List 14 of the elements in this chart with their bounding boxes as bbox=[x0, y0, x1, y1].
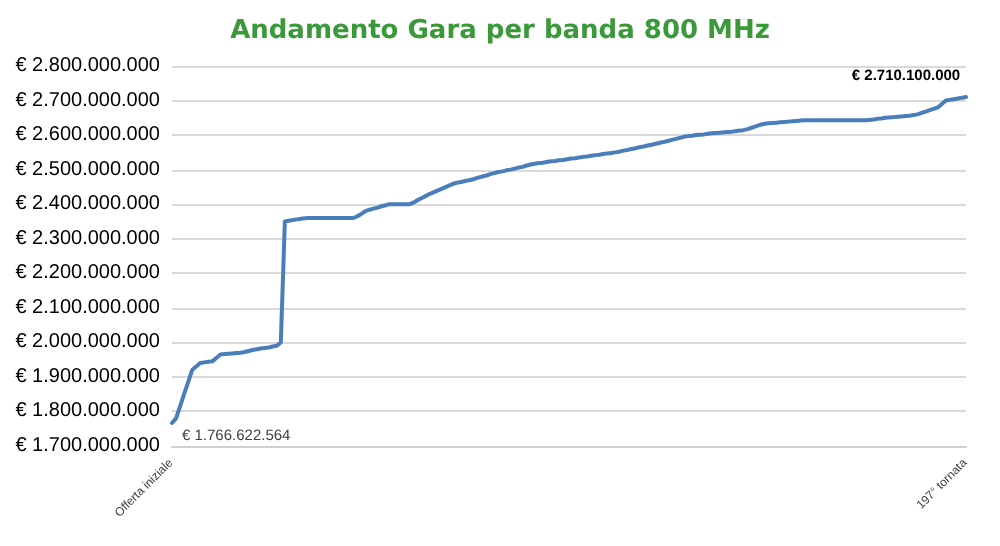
y-tick-label: € 1.800.000.000 bbox=[15, 400, 161, 423]
y-tick-label: € 2.600.000.000 bbox=[15, 124, 161, 147]
line-series bbox=[170, 95, 968, 425]
y-tick-label: € 2.100.000.000 bbox=[15, 296, 161, 319]
chart-title: Andamento Gara per banda 800 MHz bbox=[230, 16, 770, 46]
y-tick-label: € 1.900.000.000 bbox=[15, 365, 161, 388]
y-tick-label: € 1.700.000.000 bbox=[15, 435, 161, 457]
y-tick-label: € 2.500.000.000 bbox=[15, 158, 161, 181]
y-tick-label: € 2.200.000.000 bbox=[15, 262, 161, 285]
y-tick-label: € 2.400.000.000 bbox=[15, 193, 161, 216]
y-tick-label: € 2.300.000.000 bbox=[15, 227, 161, 250]
y-tick-label: € 2.700.000.000 bbox=[15, 89, 161, 112]
y-tick-label: € 2.800.000.000 bbox=[15, 55, 161, 77]
y-tick-label: € 2.000.000.000 bbox=[15, 331, 161, 354]
